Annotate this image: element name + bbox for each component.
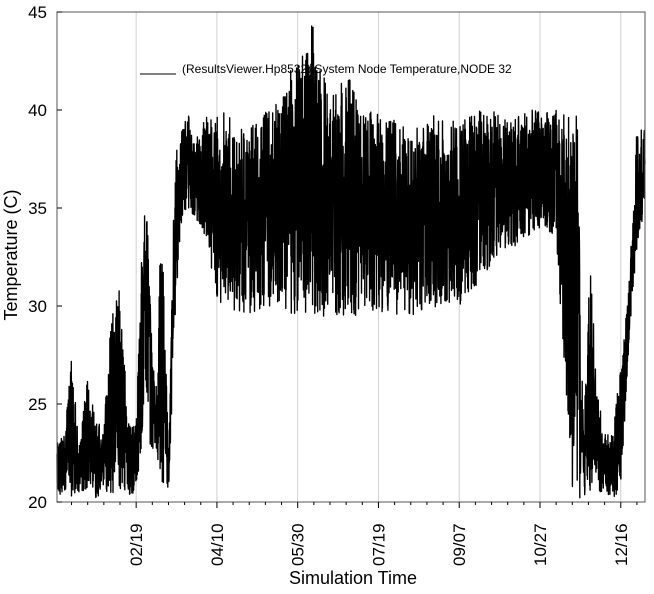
x-tick-label: 04/10 [208,523,227,566]
y-tick-label: 45 [28,3,47,22]
x-axis-title: Simulation Time [289,568,417,588]
y-tick-label: 40 [28,101,47,120]
x-tick-label: 02/19 [127,523,146,566]
x-tick-label: 09/07 [450,523,469,566]
x-tick-label: 07/19 [369,523,388,566]
x-tick-label: 10/27 [531,523,550,566]
legend: (ResultsViewer.Hp8532) System Node Tempe… [140,62,512,76]
x-axis: 02/19 04/10 05/30 07/19 09/07 10/27 12/16 [71,502,638,566]
y-tick-label: 25 [28,395,47,414]
plot-frame [56,11,646,503]
y-axis: 20 25 30 35 40 45 [28,3,62,512]
y-tick-label: 35 [28,199,47,218]
y-tick-label: 20 [28,493,47,512]
x-tick-label: 05/30 [289,523,308,566]
series-group [56,25,646,499]
series-line-node-32 [56,25,646,499]
x-tick-label: 12/16 [612,523,631,566]
legend-label: (ResultsViewer.Hp8532) System Node Tempe… [182,62,512,76]
y-axis-title: Temperature (C) [1,189,21,320]
y-tick-label: 30 [28,297,47,316]
